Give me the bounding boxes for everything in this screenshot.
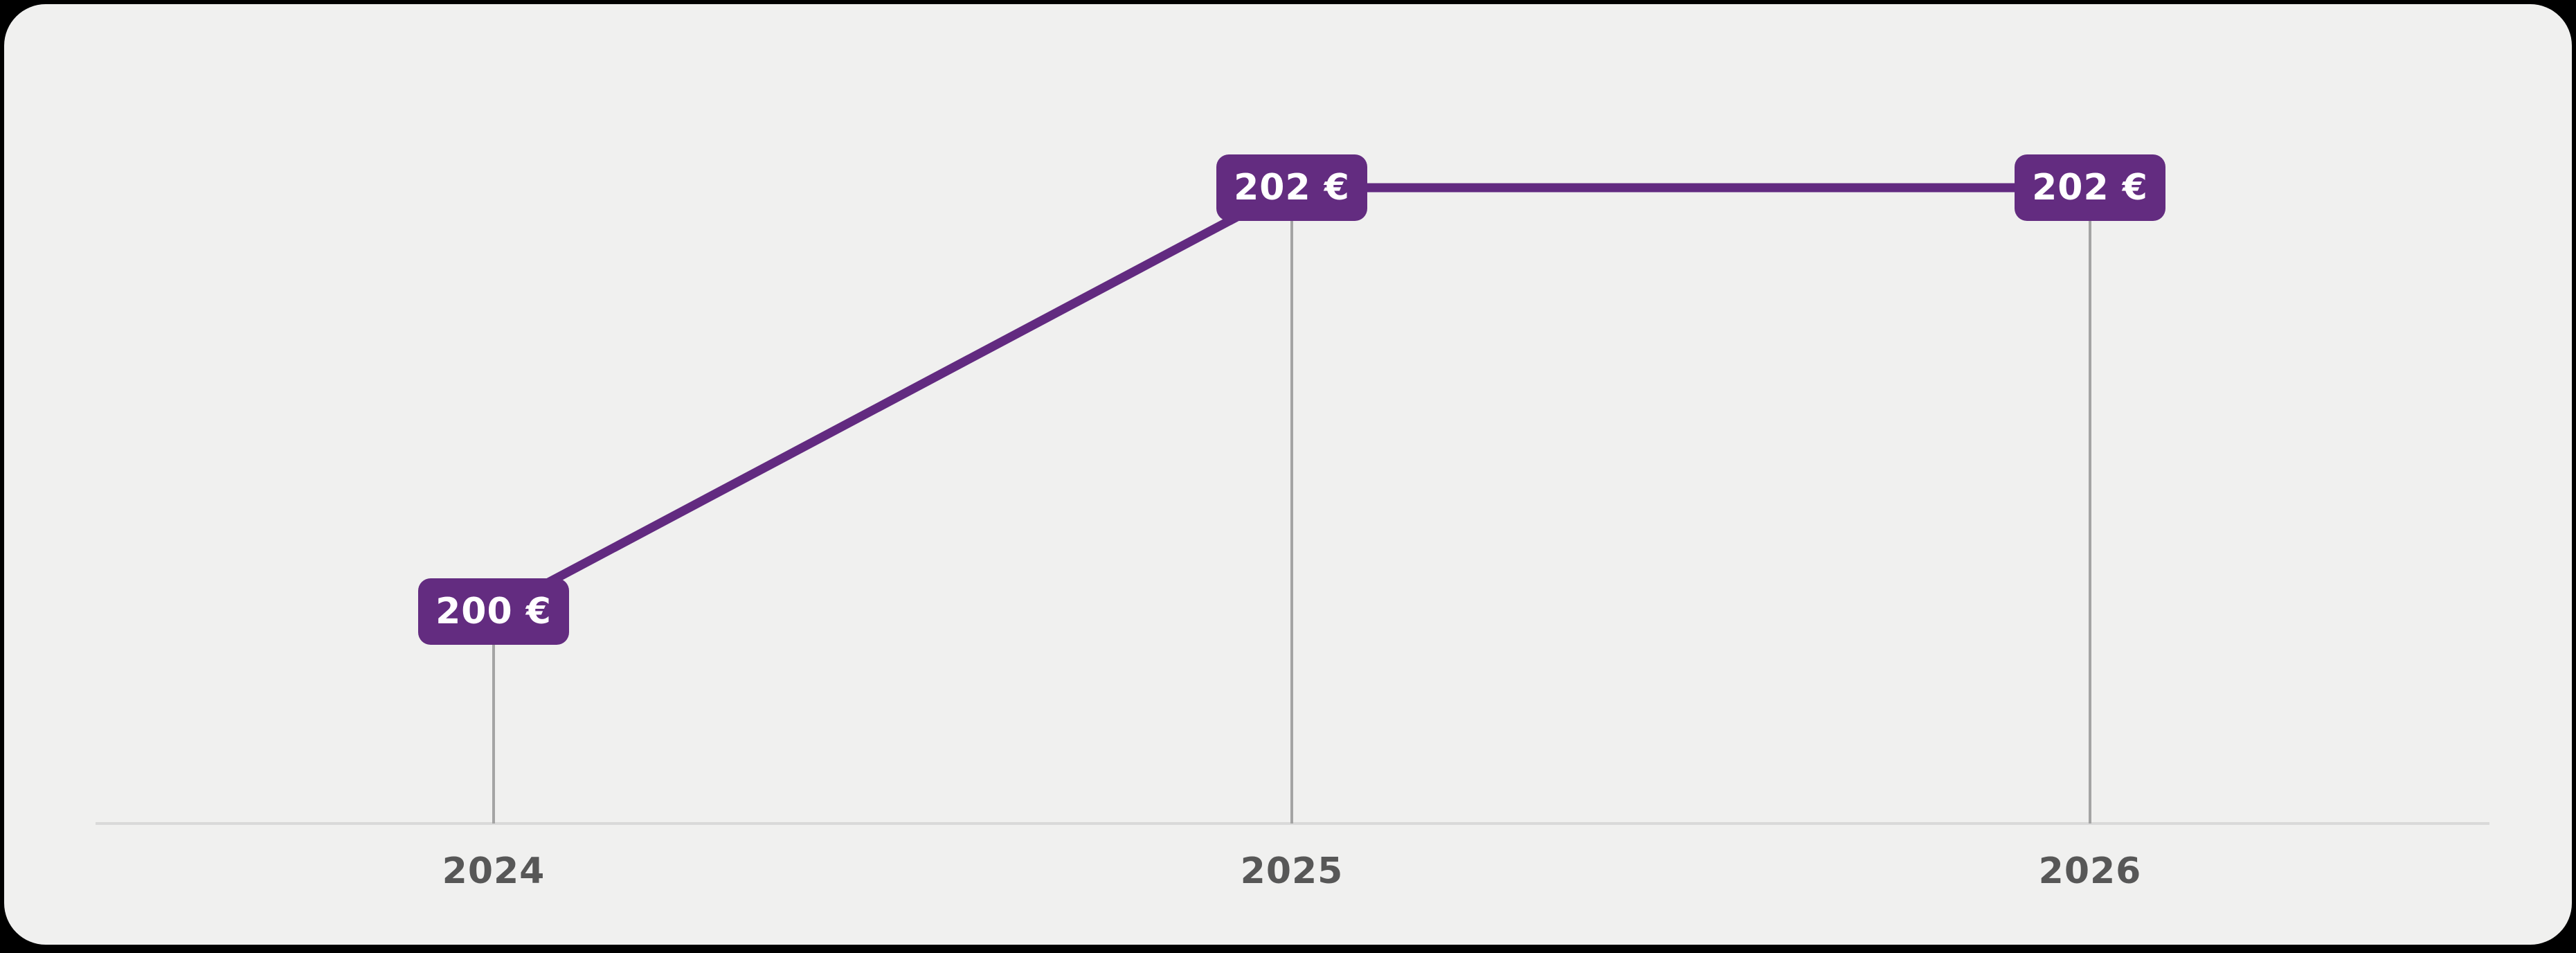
line-chart-canvas — [96, 183, 2489, 825]
x-tick-2026: 2026 — [2038, 850, 2142, 892]
chart-card: 200 € 202 € 202 € 2024 2025 2026 — [4, 4, 2572, 945]
data-label-2025: 202 € — [1216, 154, 1367, 221]
x-tick-2024: 2024 — [442, 850, 546, 892]
data-label-2026: 202 € — [2015, 154, 2165, 221]
data-label-2024: 200 € — [418, 578, 569, 645]
x-tick-2025: 2025 — [1240, 850, 1344, 892]
